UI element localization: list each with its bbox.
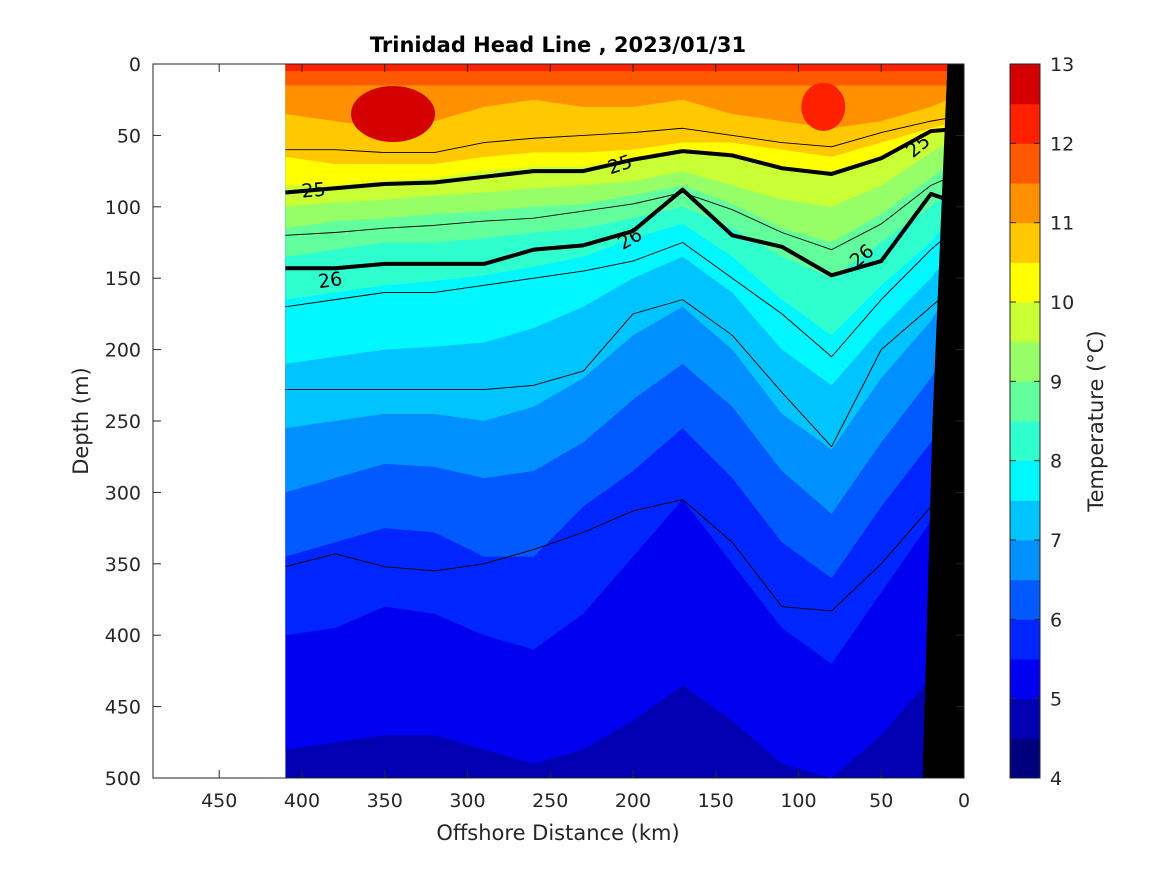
contour-label-1: 25: [301, 179, 327, 203]
colorbar: 4 5 6 7 8 9 10 11 12 13: [1009, 54, 1074, 790]
colorbar-tick-label-13: 13: [1050, 54, 1074, 76]
thin-contour-5: [285, 492, 948, 612]
colorbar-swatch-9: [1010, 421, 1040, 462]
y-tick-label-150: 150: [105, 268, 141, 290]
y-tick-label-300: 300: [105, 482, 141, 504]
x-tick-label-250: 250: [532, 790, 568, 812]
colorbar-swatch-2: [1010, 698, 1040, 739]
thin-contour-4: [285, 292, 948, 448]
y-tick-label-200: 200: [105, 340, 141, 362]
x-axis: 450 400 350 300 250 200 150 100 50 0: [201, 64, 970, 812]
y-tick-label-50: 50: [117, 125, 141, 147]
temperature-fills: [285, 64, 964, 778]
colorbar-swatch-12: [1010, 302, 1040, 343]
sigma-26-contour: [285, 187, 949, 278]
x-tick-label-50: 50: [869, 790, 893, 812]
colorbar-tick-label-9: 9: [1050, 371, 1062, 393]
colorbar-tick-label-12: 12: [1050, 133, 1074, 155]
x-tick-label-0: 0: [958, 790, 970, 812]
x-axis-label: Offshore Distance (km): [436, 821, 679, 845]
x-tick-label-350: 350: [367, 790, 403, 812]
thin-contour-3: [285, 235, 948, 358]
colorbar-swatch-1: [1010, 738, 1040, 779]
y-tick-label-400: 400: [105, 625, 141, 647]
y-axis: 0 50 100 150 200 250 300 350 400 450 500: [105, 54, 964, 790]
y-tick-label-350: 350: [105, 554, 141, 576]
density-contours: [285, 117, 949, 612]
thin-contour-1: [285, 117, 948, 153]
y-tick-label-450: 450: [105, 697, 141, 719]
colorbar-swatch-14: [1010, 222, 1040, 263]
contour-label-4: 26: [317, 268, 344, 293]
colorbar-swatch-17: [1010, 103, 1040, 144]
land-mask: [922, 64, 964, 778]
fill-band-t-12: [285, 64, 964, 72]
colorbar-tick-label-11: 11: [1050, 213, 1074, 235]
y-axis-label: Depth (m): [69, 367, 93, 474]
x-tick-label-150: 150: [698, 790, 734, 812]
x-tick-label-200: 200: [615, 790, 651, 812]
chart-title: Trinidad Head Line , 2023/01/31: [370, 33, 746, 57]
y-tick-label-100: 100: [105, 197, 141, 219]
colorbar-swatch-7: [1010, 500, 1040, 541]
colorbar-swatch-5: [1010, 579, 1040, 620]
warm-core-nearshore: [801, 82, 846, 131]
x-tick-label-100: 100: [780, 790, 816, 812]
colorbar-tick-label-10: 10: [1050, 292, 1074, 314]
coastline-land: [922, 64, 964, 778]
colorbar-swatch-10: [1010, 381, 1040, 422]
colorbar-tick-label-8: 8: [1050, 451, 1062, 473]
x-tick-label-300: 300: [449, 790, 485, 812]
y-tick-label-500: 500: [105, 768, 141, 790]
colorbar-swatch-3: [1010, 659, 1040, 700]
thin-contour-2: [285, 177, 948, 251]
y-tick-label-250: 250: [105, 411, 141, 433]
colorbar-swatch-4: [1010, 619, 1040, 660]
colorbar-swatch-13: [1010, 262, 1040, 303]
warm-core-offshore: [350, 85, 435, 142]
sigma-25-contour: [285, 127, 948, 195]
colorbar-swatch-16: [1010, 143, 1040, 184]
colorbar-swatch-15: [1010, 183, 1040, 224]
colorbar-swatch-6: [1010, 540, 1040, 581]
colorbar-tick-label-5: 5: [1050, 689, 1062, 711]
x-tick-label-450: 450: [201, 790, 237, 812]
colorbar-tick-label-6: 6: [1050, 609, 1062, 631]
colorbar-swatch-11: [1010, 341, 1040, 382]
colorbar-swatch-18: [1010, 64, 1040, 105]
colorbar-frame: [1009, 63, 1041, 779]
x-tick-label-400: 400: [284, 790, 320, 812]
colorbar-tick-label-4: 4: [1050, 768, 1062, 790]
y-tick-label-0: 0: [129, 54, 141, 76]
colorbar-swatch-8: [1010, 460, 1040, 501]
colorbar-tick-label-7: 7: [1050, 530, 1062, 552]
colorbar-label: Temperature (°C): [1084, 330, 1108, 512]
